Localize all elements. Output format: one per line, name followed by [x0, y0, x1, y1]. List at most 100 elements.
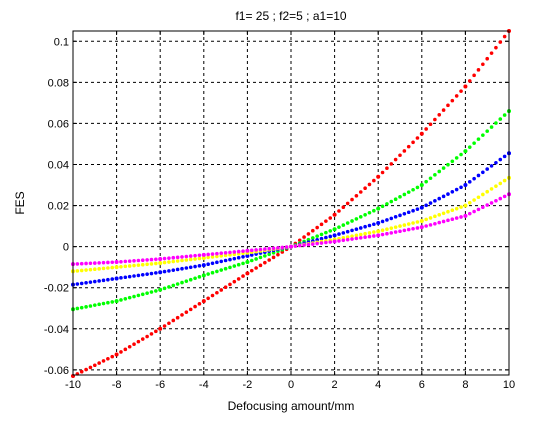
- series-5-marker: [132, 259, 136, 263]
- series-4-marker: [415, 220, 420, 224]
- series-4-marker: [481, 192, 485, 197]
- series-2-marker: [88, 304, 93, 308]
- series-4-marker: [136, 263, 141, 267]
- series-1-marker: [232, 279, 237, 284]
- series-2-marker: [154, 289, 158, 293]
- series-3-marker: [354, 227, 359, 231]
- series-2-marker: [489, 125, 494, 129]
- series-1-marker: [402, 149, 407, 153]
- series-2-marker: [467, 145, 472, 149]
- series-5-marker: [358, 236, 363, 240]
- series-1-marker: [154, 329, 158, 334]
- series-4-marker: [437, 213, 442, 217]
- series-5-marker: [489, 201, 494, 205]
- series-3-marker: [502, 154, 507, 159]
- series-3-marker: [154, 271, 158, 275]
- series-2-marker: [372, 208, 376, 213]
- series-3-marker: [389, 216, 394, 221]
- series-1-point: [245, 271, 250, 276]
- series-4-marker: [467, 200, 472, 205]
- series-5-marker: [481, 205, 485, 210]
- series-3-marker: [79, 281, 84, 286]
- y-tick-label: -0.04: [44, 324, 69, 336]
- series-2-marker: [433, 173, 437, 177]
- series-2-marker: [498, 117, 503, 121]
- series-2-marker: [267, 252, 272, 257]
- series-2-marker: [459, 152, 463, 157]
- series-1-marker: [162, 324, 167, 328]
- y-tick-label: 0.04: [48, 159, 69, 171]
- series-5-marker: [476, 207, 481, 212]
- series-1-marker: [441, 108, 446, 112]
- series-3-marker: [358, 226, 363, 230]
- series-1-marker: [354, 194, 359, 198]
- series-1-marker: [97, 361, 101, 365]
- series-4-marker: [180, 258, 184, 263]
- series-5-marker: [162, 256, 167, 261]
- series-4-marker: [88, 267, 93, 272]
- series-5-marker: [193, 253, 197, 258]
- series-1-marker: [454, 94, 459, 98]
- series-5-marker: [398, 229, 402, 234]
- x-tick-label: 0: [288, 379, 294, 391]
- series-5-marker: [88, 261, 93, 266]
- x-tick-label: -4: [199, 379, 209, 391]
- series-4-point: [419, 218, 424, 223]
- series-3-marker: [350, 228, 354, 233]
- series-1-marker: [502, 34, 507, 39]
- series-2-marker: [476, 137, 481, 141]
- series-3-marker: [385, 218, 389, 222]
- series-1-marker: [398, 153, 402, 158]
- series-4-marker: [398, 224, 402, 228]
- series-3-marker: [162, 269, 167, 274]
- series-4-marker: [441, 211, 446, 216]
- series-4-marker: [93, 267, 97, 272]
- series-3-marker: [210, 261, 215, 266]
- series-1-marker: [489, 51, 494, 55]
- x-axis-label: Defocusing amount/mm: [228, 399, 355, 413]
- series-5-marker: [271, 246, 276, 251]
- series-3-marker: [454, 187, 459, 192]
- series-2-marker: [110, 300, 115, 304]
- series-2-marker: [175, 282, 180, 286]
- series-5-marker: [110, 260, 115, 265]
- series-3-marker: [145, 272, 149, 276]
- series-3-marker: [184, 266, 189, 270]
- series-2-marker: [485, 129, 490, 133]
- series-1-marker: [446, 103, 450, 108]
- series-5-marker: [315, 241, 319, 246]
- series-2-marker: [428, 176, 433, 181]
- series-4-marker: [184, 258, 189, 262]
- series-3-marker: [123, 275, 128, 280]
- series-1-marker: [184, 310, 189, 314]
- series-5-marker: [311, 242, 315, 246]
- series-2-marker: [472, 141, 476, 145]
- series-5-marker: [306, 242, 311, 247]
- series-3-point: [114, 276, 119, 281]
- series-1-marker: [494, 45, 498, 50]
- series-5-marker: [175, 255, 180, 260]
- series-5-marker: [184, 254, 189, 259]
- series-1-marker: [459, 89, 463, 93]
- y-tick-label: 0.02: [48, 201, 69, 213]
- series-3-marker: [476, 173, 481, 178]
- series-5-marker: [215, 251, 219, 256]
- x-tick-label: 2: [332, 379, 338, 391]
- series-2-marker: [79, 305, 84, 310]
- series-2-marker: [350, 219, 354, 223]
- series-2-marker: [380, 204, 385, 209]
- series-4-marker: [424, 217, 428, 222]
- series-3-marker: [193, 264, 197, 269]
- series-1-marker: [424, 127, 428, 131]
- series-1-marker: [476, 68, 481, 72]
- series-1-marker: [267, 258, 272, 262]
- series-4-marker: [145, 262, 149, 267]
- series-4-marker: [79, 268, 84, 273]
- series-3-marker: [188, 265, 193, 270]
- series-2-marker: [119, 298, 123, 302]
- series-5-marker: [498, 196, 503, 201]
- series-5-marker: [428, 223, 433, 227]
- series-3-marker: [167, 269, 171, 273]
- series-3-marker: [93, 279, 97, 284]
- series-1-marker: [223, 285, 228, 290]
